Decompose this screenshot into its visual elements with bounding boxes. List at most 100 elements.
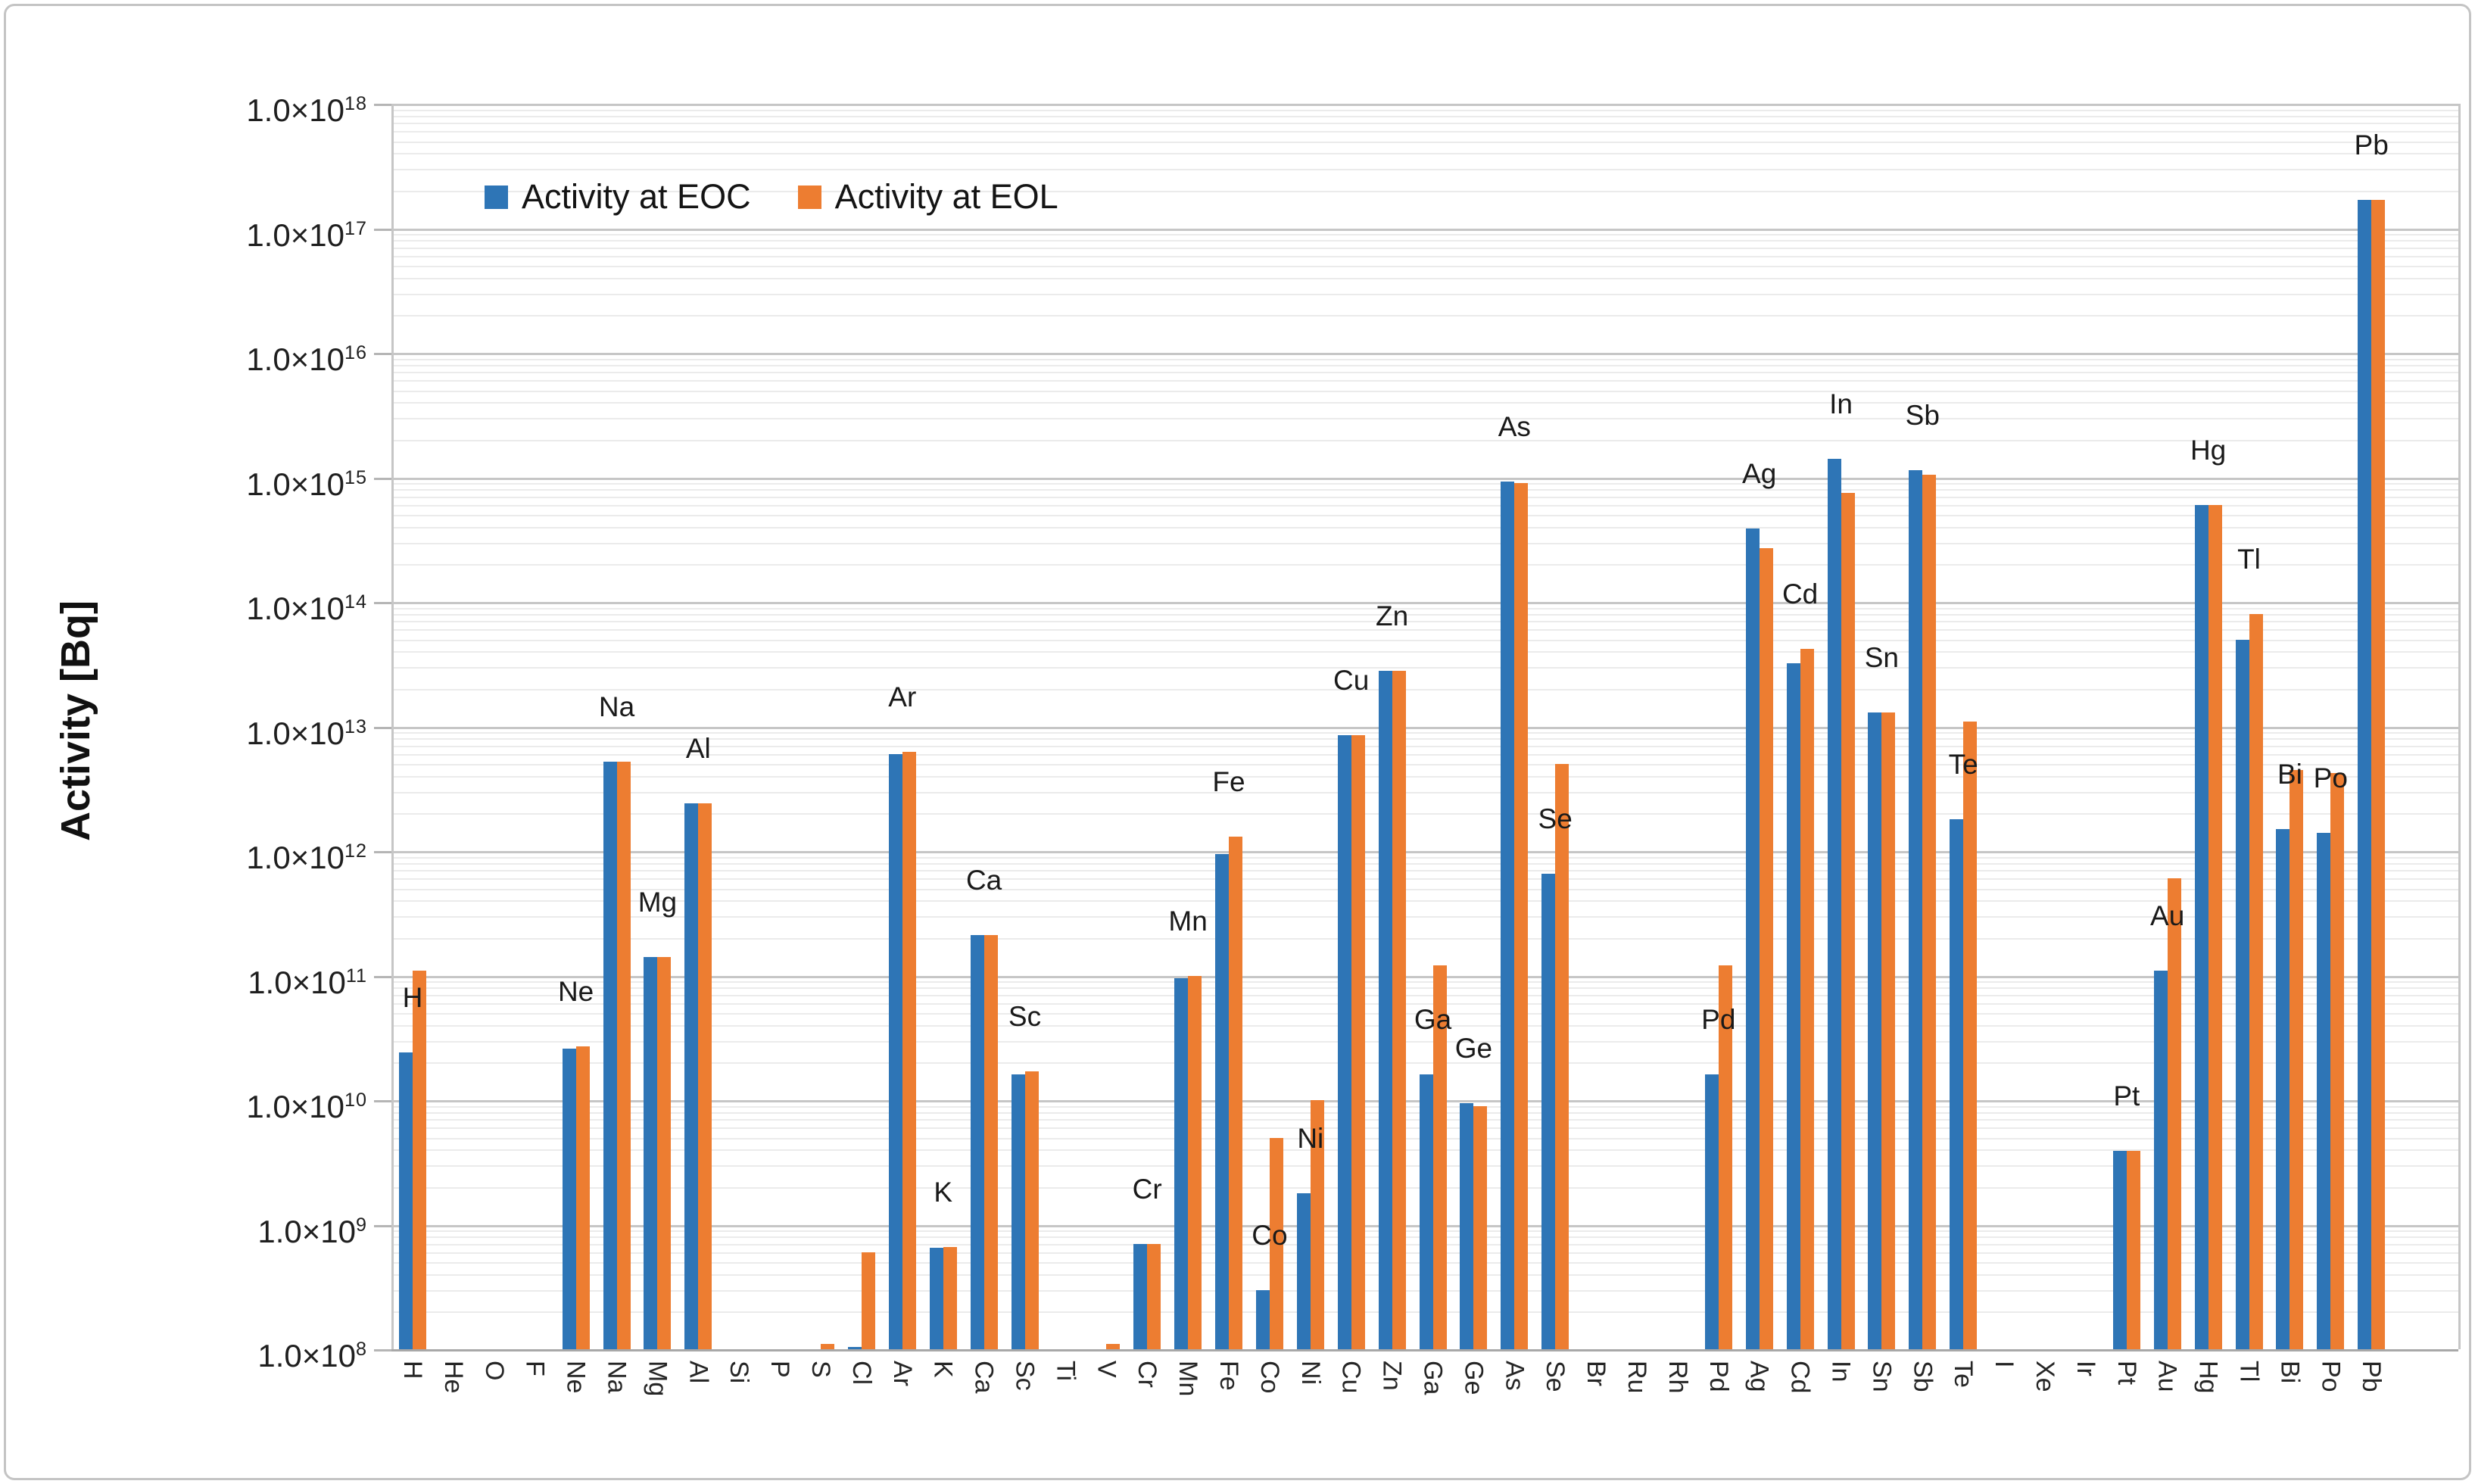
bar-label-Ge: Ge [1454,1032,1493,1064]
major-gridline [391,104,2458,106]
bar-label-Ne: Ne [557,976,594,1008]
bar-Ge-eoc [1460,1102,1474,1349]
minor-gridline [391,266,2458,268]
minor-gridline [391,402,2458,404]
x-tick-label-Mg: Mg [643,1361,672,1397]
y-tick-label: 1.0×1017 [246,217,367,253]
major-gridline [391,353,2458,355]
bar-Cu-eol [1351,735,1365,1349]
x-tick-label-Ni: Ni [1295,1361,1325,1386]
bar-Sn-eol [1881,712,1896,1349]
major-gridline [391,477,2458,480]
minor-gridline [391,123,2458,125]
bar-Mg-eoc [644,957,658,1349]
minor-gridline [391,109,2458,111]
bar-Po-eol [2330,773,2345,1349]
bar-Cl-eol [861,1252,875,1349]
minor-gridline [391,277,2458,279]
bar-label-Ga: Ga [1414,1004,1452,1036]
legend-swatch-icon [797,185,821,209]
x-tick-label-F: F [520,1361,550,1376]
bar-Bi-eol [2290,769,2304,1349]
x-tick-label-Ga: Ga [1418,1361,1448,1395]
bar-Ni-eoc [1296,1192,1311,1349]
y-tick-label: 1.0×108 [257,1338,367,1373]
bar-label-Te: Te [1948,749,1978,780]
x-tick-label-Ar: Ar [887,1361,917,1386]
minor-gridline [391,293,2458,295]
bar-Zn-eol [1392,670,1406,1349]
bar-Sb-eoc [1909,469,1923,1349]
bar-Te-eol [1963,721,1978,1349]
x-tick-label-Pd: Pd [1704,1361,1733,1392]
bar-label-Pd: Pd [1701,1004,1736,1036]
minor-gridline [391,738,2458,740]
minor-gridline [391,916,2458,918]
minor-gridline [391,358,2458,360]
minor-gridline [391,1040,2458,1043]
x-tick-label-Na: Na [602,1361,631,1394]
bar-Sc-eoc [1011,1074,1025,1349]
y-axis-tick [374,477,391,480]
minor-gridline [391,613,2458,616]
bar-label-Sb: Sb [1905,399,1940,431]
bar-label-Cu: Cu [1333,665,1370,697]
bar-In-eol [1841,493,1855,1349]
minor-gridline [391,169,2458,170]
bar-Ca-eol [983,935,998,1349]
minor-gridline [391,987,2458,990]
minor-gridline [391,115,2458,117]
x-tick-label-Sb: Sb [1908,1361,1937,1392]
bar-Pd-eol [1718,965,1732,1349]
x-tick-label-He: He [438,1361,468,1394]
bar-Bi-eoc [2276,829,2290,1349]
bar-S-eol [821,1344,834,1349]
x-tick-label-Rh: Rh [1663,1361,1692,1394]
y-axis-tick [374,726,391,729]
x-tick-label-Ru: Ru [1622,1361,1651,1394]
major-gridline [391,1349,2458,1352]
y-tick-label: 1.0×1011 [248,964,367,1000]
y-axis-tick [374,1349,391,1352]
bar-Cl-eoc [847,1346,862,1349]
minor-gridline [391,888,2458,890]
bar-label-Se: Se [1538,803,1573,834]
x-tick-label-Pt: Pt [2112,1361,2141,1386]
x-tick-label-Co: Co [1255,1361,1284,1394]
major-gridline [391,975,2458,978]
bar-Mn-eoc [1174,978,1189,1349]
minor-gridline [391,688,2458,691]
minor-gridline [391,439,2458,441]
bar-Ga-eol [1432,965,1447,1349]
x-tick-label-Po: Po [2316,1361,2346,1392]
x-tick-label-Cd: Cd [1785,1361,1815,1394]
bar-label-K: K [934,1177,953,1208]
bar-Ge-eol [1473,1105,1488,1349]
bar-K-eoc [929,1248,943,1349]
bar-Ag-eol [1759,548,1773,1349]
minor-gridline [391,753,2458,756]
bar-label-Sn: Sn [1864,641,1900,673]
bar-Mn-eol [1188,975,1202,1349]
bar-V-eol [1106,1344,1121,1349]
y-axis-tick [374,228,391,231]
x-tick-label-As: As [1500,1361,1529,1391]
x-tick-label-Cu: Cu [1336,1361,1366,1394]
bar-Ni-eol [1310,1100,1324,1349]
bar-Pb-eol [2371,199,2386,1349]
bar-Au-eoc [2153,970,2168,1349]
x-tick-label-S: S [806,1361,835,1378]
bar-label-Bi: Bi [2277,759,2302,790]
x-tick-label-I: I [1990,1361,2019,1368]
minor-gridline [391,764,2458,766]
bar-Cd-eol [1800,648,1814,1349]
bar-Ar-eol [902,751,916,1349]
minor-gridline [391,878,2458,881]
minor-gridline [391,745,2458,747]
bar-Na-eoc [603,762,617,1349]
x-tick-label-Au: Au [2152,1361,2182,1392]
x-tick-label-Si: Si [725,1361,754,1384]
minor-gridline [391,937,2458,940]
major-gridline [391,726,2458,729]
minor-gridline [391,526,2458,528]
